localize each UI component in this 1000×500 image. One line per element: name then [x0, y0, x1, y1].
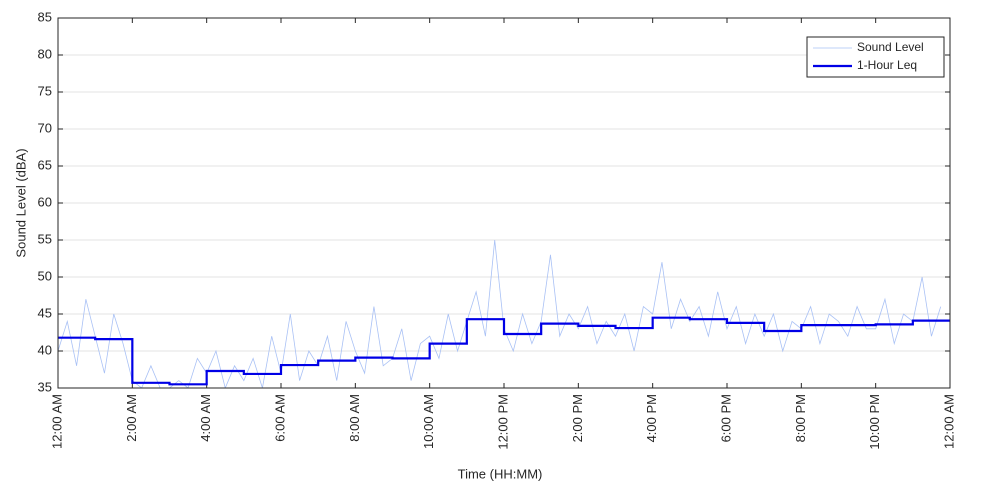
legend-label: Sound Level	[857, 40, 924, 54]
x-tick-label: 10:00 AM	[421, 394, 436, 449]
legend-box	[806, 36, 945, 78]
x-tick-label: 12:00 AM	[941, 394, 956, 449]
x-tick-label: 12:00 PM	[495, 394, 510, 450]
y-tick-label: 85	[38, 9, 52, 24]
y-tick-label: 35	[38, 379, 52, 394]
y-axis-label: Sound Level (dBA)	[13, 148, 28, 257]
y-tick-label: 60	[38, 194, 52, 209]
y-tick-label: 40	[38, 342, 52, 357]
x-tick-label: 2:00 PM	[570, 394, 585, 442]
plot-lines	[58, 239, 950, 388]
x-tick-label: 12:00 AM	[49, 394, 64, 449]
x-tick-label: 4:00 PM	[644, 394, 659, 442]
y-tick-label: 75	[38, 83, 52, 98]
x-tick-label: 2:00 AM	[124, 394, 139, 442]
plot-frame	[57, 17, 951, 389]
y-tick-label: 50	[38, 268, 52, 283]
y-tick-label: 45	[38, 305, 52, 320]
x-tick-label: 10:00 PM	[867, 394, 882, 450]
series-line	[58, 239, 942, 388]
x-tick-label: 4:00 AM	[198, 394, 213, 442]
x-tick-label: 8:00 PM	[793, 394, 808, 442]
y-tick-label: 70	[38, 120, 52, 135]
legend-label: 1-Hour Leq	[857, 58, 917, 72]
y-tick-label: 55	[38, 231, 52, 246]
x-tick-label: 6:00 AM	[272, 394, 287, 442]
y-tick-label: 65	[38, 157, 52, 172]
x-axis-label: Time (HH:MM)	[458, 466, 543, 481]
x-tick-label: 6:00 PM	[718, 394, 733, 442]
x-tick-label: 8:00 AM	[347, 394, 362, 442]
series-line	[58, 316, 950, 386]
y-tick-label: 80	[38, 46, 52, 61]
